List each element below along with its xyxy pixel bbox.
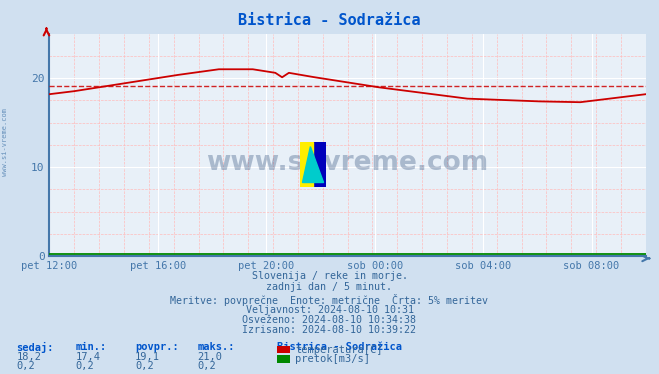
Text: Meritve: povprečne  Enote: metrične  Črta: 5% meritev: Meritve: povprečne Enote: metrične Črta:…	[171, 294, 488, 306]
Text: www.si-vreme.com: www.si-vreme.com	[2, 108, 9, 176]
Text: 0,2: 0,2	[135, 361, 154, 371]
Text: pretok[m3/s]: pretok[m3/s]	[295, 354, 370, 364]
Text: 0,2: 0,2	[76, 361, 94, 371]
Text: 19,1: 19,1	[135, 352, 160, 362]
Polygon shape	[313, 142, 326, 187]
Text: Slovenija / reke in morje.: Slovenija / reke in morje.	[252, 271, 407, 281]
Text: 17,4: 17,4	[76, 352, 101, 362]
Text: maks.:: maks.:	[198, 342, 235, 352]
Text: min.:: min.:	[76, 342, 107, 352]
Polygon shape	[300, 142, 313, 187]
Text: 18,2: 18,2	[16, 352, 42, 362]
Text: povpr.:: povpr.:	[135, 342, 179, 352]
Text: zadnji dan / 5 minut.: zadnji dan / 5 minut.	[266, 282, 393, 292]
Polygon shape	[302, 147, 324, 183]
Text: www.si-vreme.com: www.si-vreme.com	[206, 150, 489, 176]
Text: 21,0: 21,0	[198, 352, 223, 362]
Text: 0,2: 0,2	[198, 361, 216, 371]
Text: Bistrica - Sodražica: Bistrica - Sodražica	[239, 13, 420, 28]
Text: Veljavnost: 2024-08-10 10:31: Veljavnost: 2024-08-10 10:31	[246, 305, 413, 315]
Text: 0,2: 0,2	[16, 361, 35, 371]
Text: temperatura[C]: temperatura[C]	[295, 345, 383, 355]
Text: Osveženo: 2024-08-10 10:34:38: Osveženo: 2024-08-10 10:34:38	[243, 315, 416, 325]
Text: Izrisano: 2024-08-10 10:39:22: Izrisano: 2024-08-10 10:39:22	[243, 325, 416, 335]
Text: Bistrica - Sodražica: Bistrica - Sodražica	[277, 342, 402, 352]
Text: sedaj:: sedaj:	[16, 342, 54, 353]
